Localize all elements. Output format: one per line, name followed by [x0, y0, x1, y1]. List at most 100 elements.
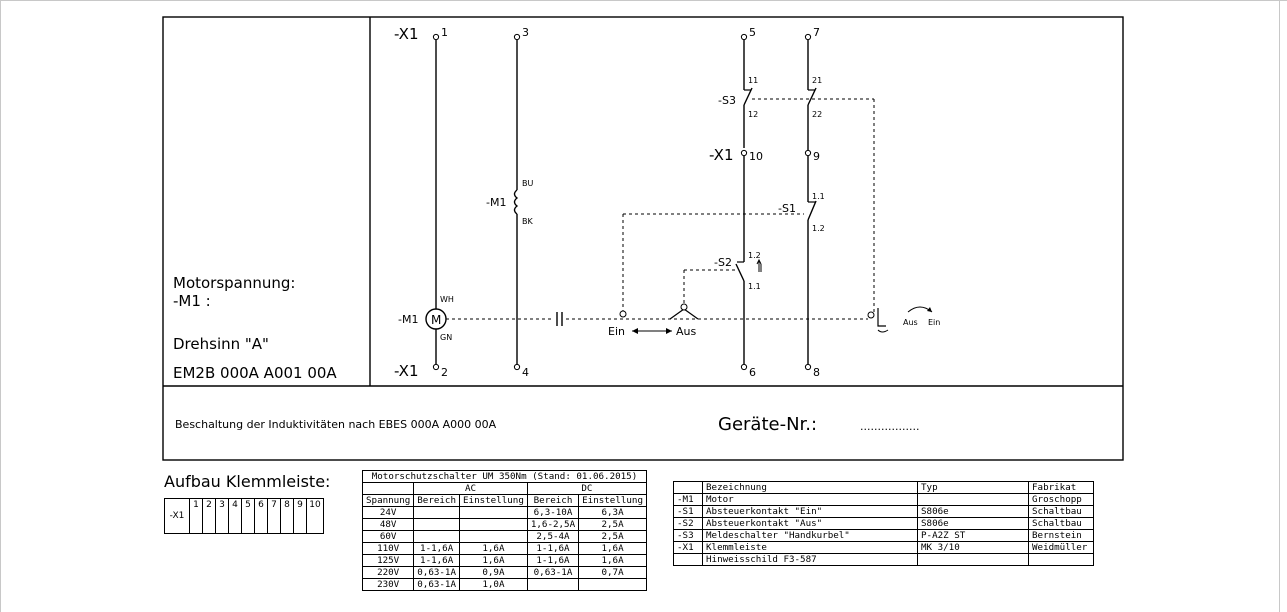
terminal-7-label: 7 — [813, 26, 820, 39]
s3-ref: -S3 — [718, 94, 736, 107]
table-cell — [459, 530, 528, 543]
terminal-strip-title: Aufbau Klemmleiste: — [164, 472, 331, 491]
crank-arrowhead-icon — [927, 307, 932, 312]
motor-voltage-label: Motorspannung: — [173, 274, 295, 292]
mechanical-linkages — [446, 98, 875, 320]
table-cell: S806e — [917, 517, 1029, 530]
crank-ein-label: Ein — [928, 318, 940, 327]
brake-coil-symbol — [513, 189, 519, 215]
column-header: Einstellung — [578, 494, 647, 507]
terminal-3 — [513, 33, 521, 41]
table-cell: Groschopp — [1028, 493, 1094, 506]
terminal-10-label: 10 — [749, 150, 763, 163]
table-row: 48V 1,6-2,5A 2,5A — [361, 518, 647, 531]
table-cell: 1,0A — [459, 578, 528, 591]
terminal-4-label: 4 — [522, 366, 529, 379]
terminal-strip-cell: 10 — [306, 498, 324, 534]
terminal-5-label: 5 — [749, 26, 756, 39]
table-row: 125V 1-1,6A 1,6A 1-1,6A 1,6A — [361, 554, 647, 567]
terminal-1 — [432, 33, 440, 41]
column-header: Spannung — [361, 494, 415, 507]
table-row: -X1 Klemmleiste MK 3/10 Weidmüller — [673, 541, 1094, 554]
column-header: Fabrikat — [1028, 481, 1094, 494]
motor-protection-table: Motorschutzschalter UM 350Nm (Stand: 01.… — [361, 470, 647, 591]
terminal-3-label: 3 — [522, 26, 529, 39]
coil-ref: -M1 — [486, 196, 506, 209]
table-cell — [917, 493, 1029, 506]
crank-pivot — [867, 311, 875, 319]
table-cell: 2,5A — [578, 530, 647, 543]
table-cell: Schaltbau — [1028, 505, 1094, 518]
table-row: -S3 Meldeschalter "Handkurbel" P-A2Z ST Ber… — [673, 529, 1094, 542]
x1-label-top: -X1 — [394, 25, 419, 43]
table-cell: 1,6A — [459, 542, 528, 555]
table-cell: Meldeschalter "Handkurbel" — [702, 529, 918, 542]
table-cell — [413, 518, 460, 531]
table-cell — [459, 506, 528, 519]
table-cell: Klemmleiste — [702, 541, 918, 554]
table-cell: 24V — [361, 506, 415, 519]
table-cell: 0,63-1A — [413, 578, 460, 591]
table-cell: 1,6A — [578, 554, 647, 567]
table-cell: 1-1,6A — [413, 554, 460, 567]
parts-list-table: Bezeichnung Typ Fabrikat -M1 Motor Groscho… — [673, 481, 1094, 566]
column-header: Einstellung — [459, 494, 528, 507]
ac-group-header: AC — [413, 482, 528, 495]
table-cell: S806e — [917, 505, 1029, 518]
table-cell — [578, 578, 647, 591]
x1-label-mid: -X1 — [709, 146, 734, 164]
table-cell: -S3 — [673, 529, 703, 542]
wiring-note: Beschaltung der Induktivitäten nach EBES… — [175, 418, 497, 431]
ein-cam-point — [619, 310, 627, 318]
crank-aus-label: Aus — [903, 318, 918, 327]
terminal-2 — [432, 363, 440, 371]
table-cell: Bernstein — [1028, 529, 1094, 542]
crank-handle-icon — [877, 308, 886, 327]
sheet-border-left — [0, 0, 1, 612]
table-cell — [1028, 553, 1094, 566]
rotation-label: Drehsinn "A" — [173, 335, 269, 353]
aus-label: Aus — [676, 325, 696, 338]
s1-ref: -S1 — [778, 202, 796, 215]
table-cell: P-A2Z ST — [917, 529, 1029, 542]
s1-contact-blade — [807, 200, 817, 221]
column-header — [673, 481, 703, 494]
table-row: 230V 0,63-1A 1,0A — [361, 578, 647, 591]
ein-label: Ein — [608, 325, 625, 338]
terminal-8 — [804, 363, 812, 371]
table-cell: 2,5-4A — [526, 530, 580, 543]
s3-contact-12: 12 — [748, 110, 758, 119]
terminal-2-label: 2 — [441, 366, 448, 379]
s2-contact-12: 1.2 — [748, 251, 761, 260]
table-cell: Absteuerkontakt "Ein" — [702, 505, 918, 518]
table-cell — [917, 553, 1029, 566]
table-cell — [459, 518, 528, 531]
s2-contact-blade — [735, 263, 745, 282]
table-cell: 125V — [361, 554, 415, 567]
s3-contact-22: 22 — [812, 110, 822, 119]
terminal-strip: -X1 1 2 3 4 5 6 7 8 9 10 — [164, 498, 324, 534]
terminal-10 — [740, 149, 748, 157]
table-row: 24V 6,3-10A 6,3A — [361, 506, 647, 519]
table-cell: 6,3A — [578, 506, 647, 519]
terminal-8-label: 8 — [813, 366, 820, 379]
empty-header-cell — [361, 482, 415, 495]
table-row: 60V 2,5-4A 2,5A — [361, 530, 647, 543]
table-row: 110V 1-1,6A 1,6A 1-1,6A 1,6A — [361, 542, 647, 555]
terminal-strip-cell: 1 — [189, 498, 203, 534]
table-cell: -S1 — [673, 505, 703, 518]
table-cell: 1-1,6A — [526, 542, 580, 555]
s3-contact-11: 11 — [748, 76, 758, 85]
table-cell — [413, 530, 460, 543]
terminal-strip-cell: 7 — [267, 498, 281, 534]
terminal-9 — [804, 149, 812, 157]
coil-wire-top-label: BU — [522, 179, 533, 188]
table-cell: 1-1,6A — [413, 542, 460, 555]
table-cell: 6,3-10A — [526, 506, 580, 519]
s3-contact-b-blade — [807, 87, 817, 106]
column-header: Bezeichnung — [702, 481, 918, 494]
terminal-strip-cell: 5 — [241, 498, 255, 534]
s2-contact-11: 1.1 — [748, 282, 761, 291]
motor-protection-title: Motorschutzschalter UM 350Nm (Stand: 01.… — [362, 470, 647, 483]
